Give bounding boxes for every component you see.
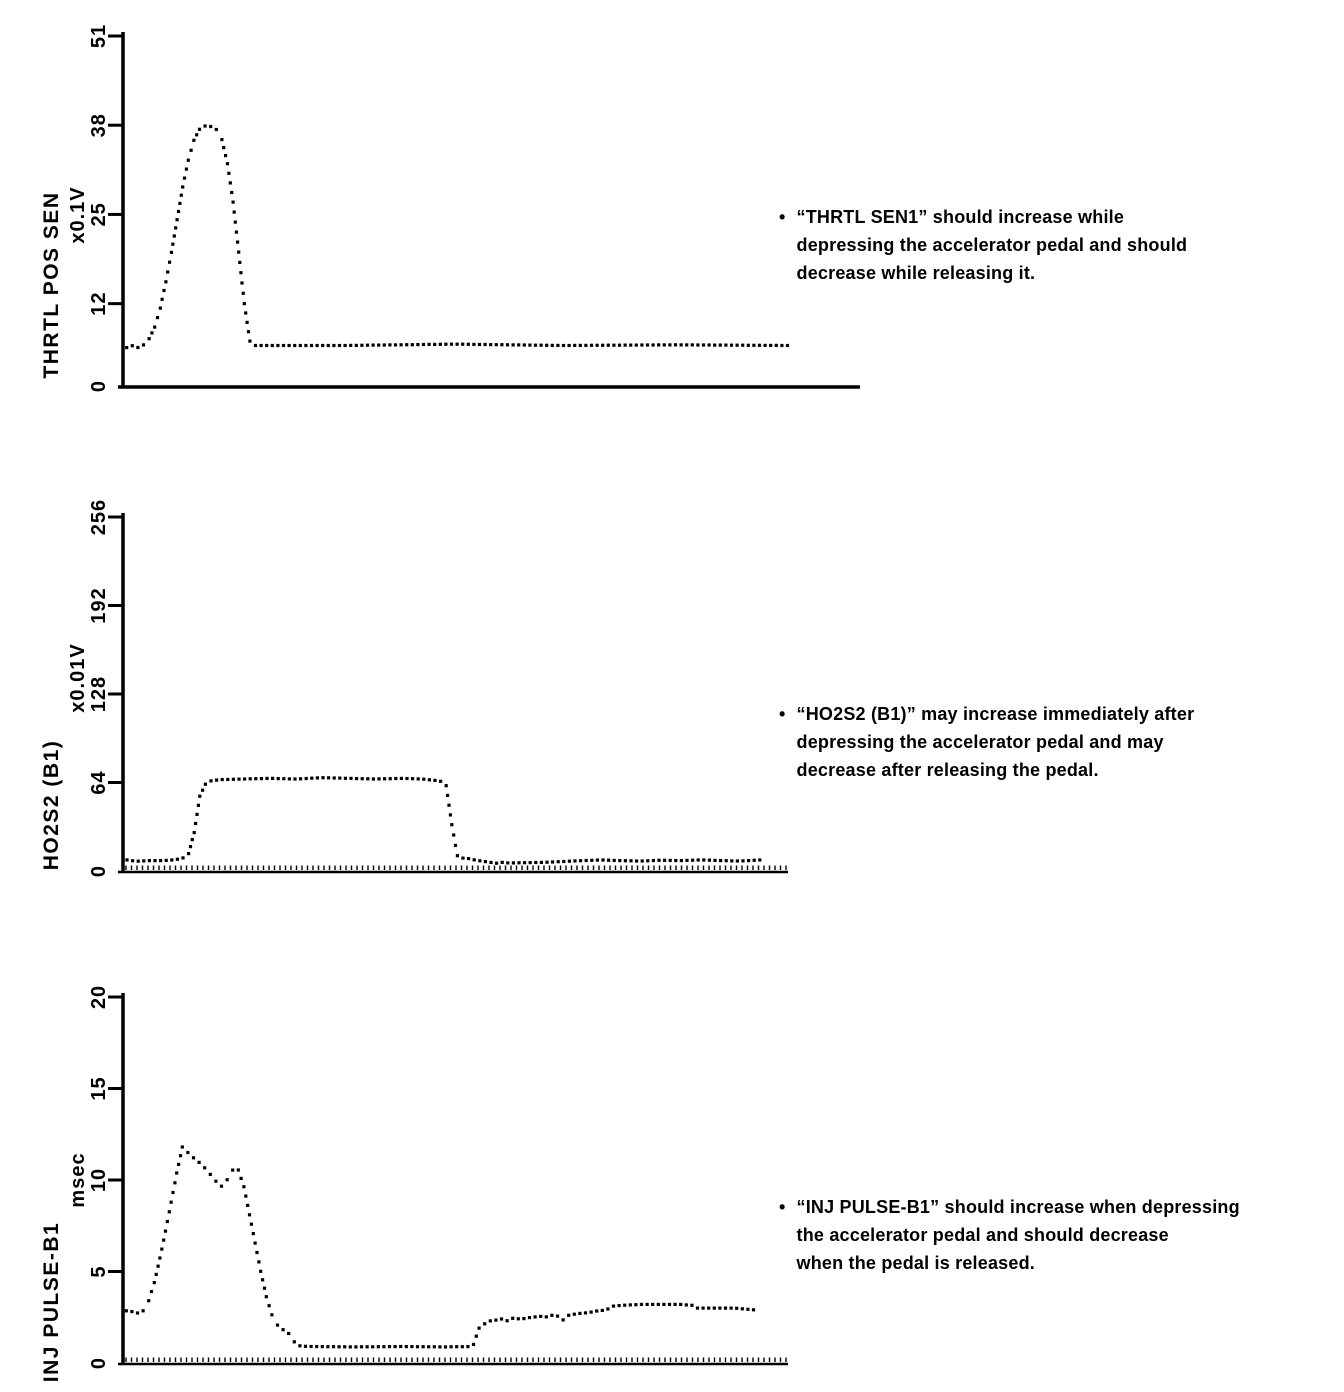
data-dots bbox=[125, 124, 790, 350]
y-tick-label: 51 bbox=[88, 24, 110, 48]
annotation-text: “INJ PULSE-B1” should increase when depr… bbox=[796, 1197, 1240, 1273]
y-tick-label: 15 bbox=[88, 1076, 110, 1100]
y-tick-label: 0 bbox=[88, 1357, 110, 1369]
y-tick-label: 5 bbox=[88, 1265, 110, 1277]
bullet-icon: • bbox=[779, 1197, 786, 1217]
y-tick-label: 38 bbox=[88, 113, 110, 137]
y-tick-label: 10 bbox=[88, 1168, 110, 1192]
x-axis-ruler-ticks bbox=[125, 1357, 787, 1362]
unit-label: msec bbox=[67, 1152, 89, 1207]
chart-title-label: THRTL POS SEN bbox=[40, 191, 63, 378]
chart-ho2s2-b1: 0 64 128 192 256 x0.01V HO2S2 (B1) bbox=[40, 499, 788, 877]
y-tick-label: 25 bbox=[88, 202, 110, 226]
y-tick-label: 0 bbox=[88, 865, 110, 877]
bullet-icon: • bbox=[779, 207, 786, 227]
chart-title-label: HO2S2 (B1) bbox=[40, 740, 63, 871]
x-axis-ruler-ticks bbox=[125, 865, 787, 870]
unit-label: x0.1V bbox=[67, 186, 89, 243]
annotation-thrtl-sen1: • “THRTL SEN1” should increase while dep… bbox=[779, 203, 1339, 287]
bullet-icon: • bbox=[779, 704, 786, 724]
y-tick-label: 12 bbox=[88, 292, 110, 316]
y-tick-label: 0 bbox=[88, 380, 110, 392]
y-tick-label: 64 bbox=[88, 770, 110, 794]
annotation-inj-pulse-b1: • “INJ PULSE-B1” should increase when de… bbox=[779, 1193, 1344, 1277]
y-tick-label: 192 bbox=[88, 587, 110, 623]
data-dots bbox=[125, 776, 762, 865]
y-tick-label: 128 bbox=[88, 676, 110, 712]
annotation-text: “THRTL SEN1” should increase while depre… bbox=[796, 207, 1188, 283]
annotation-text: “HO2S2 (B1)” may increase immediately af… bbox=[796, 704, 1195, 780]
data-dots bbox=[124, 1145, 756, 1349]
y-tick-label: 256 bbox=[88, 499, 110, 535]
unit-label: x0.01V bbox=[67, 643, 89, 712]
chart-title-label: INJ PULSE-B1 bbox=[40, 1222, 63, 1382]
y-tick-label: 20 bbox=[88, 985, 110, 1009]
annotation-ho2s2-b1: • “HO2S2 (B1)” may increase immediately … bbox=[779, 700, 1339, 784]
